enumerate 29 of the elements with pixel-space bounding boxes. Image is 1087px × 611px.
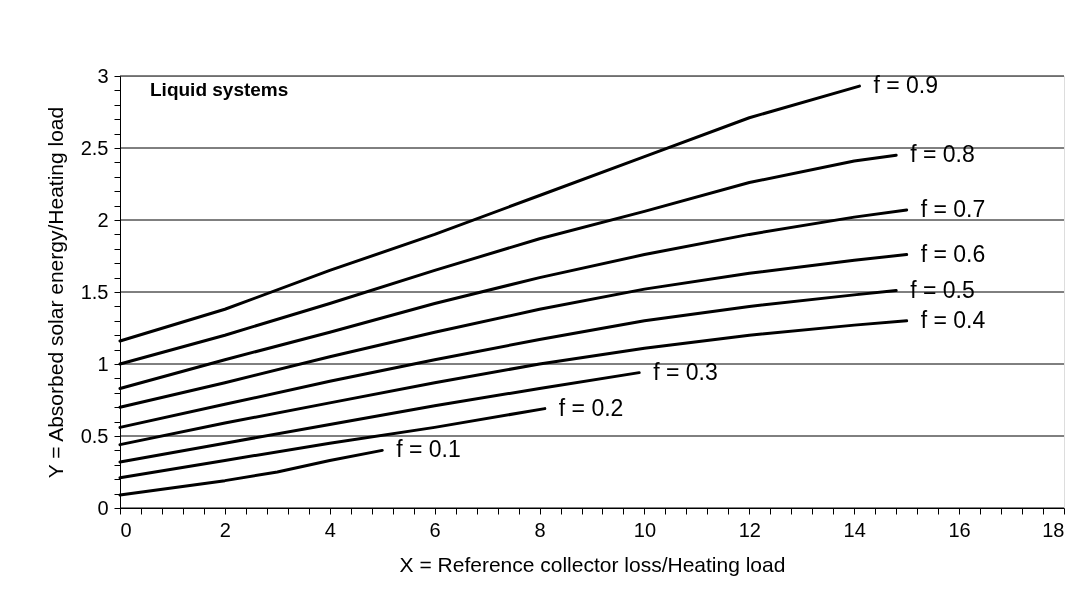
series-label: f = 0.1 xyxy=(396,436,461,463)
series-label: f = 0.4 xyxy=(920,306,986,333)
series-label: f = 0.5 xyxy=(910,276,975,303)
y-tick-label: 3 xyxy=(97,64,109,87)
series-label: f = 0.3 xyxy=(653,358,718,385)
x-tick-label: 18 xyxy=(1042,518,1065,541)
x-tick-label: 14 xyxy=(843,518,866,541)
y-tick-label: 1 xyxy=(97,352,109,375)
y-tick-label: 2 xyxy=(97,208,109,231)
series-label: f = 0.8 xyxy=(910,141,975,168)
y-axis-title: Y = Absorbed solar energy/Heating load xyxy=(43,106,67,479)
x-tick-label: 2 xyxy=(219,518,231,541)
y-tick-label: 2.5 xyxy=(80,136,109,159)
y-tick-label: 0 xyxy=(97,496,109,519)
series-label: f = 0.7 xyxy=(920,195,986,222)
x-tick-label: 12 xyxy=(738,518,761,541)
x-axis-title: X = Reference collector loss/Heating load xyxy=(399,552,786,576)
series-label: f = 0.2 xyxy=(558,394,624,421)
x-tick-label: 8 xyxy=(534,518,546,541)
x-tick-label: 16 xyxy=(948,518,971,541)
x-tick-label: 0 xyxy=(120,518,132,541)
y-tick-label: 1.5 xyxy=(80,280,109,303)
series-label: f = 0.6 xyxy=(920,240,986,267)
x-tick-label: 6 xyxy=(429,518,441,541)
x-tick-label: 10 xyxy=(633,518,657,541)
chart-title: Liquid systems xyxy=(150,79,289,100)
y-tick-label: 0.5 xyxy=(80,424,109,447)
series-label: f = 0.9 xyxy=(873,72,939,99)
x-tick-label: 4 xyxy=(324,518,336,541)
